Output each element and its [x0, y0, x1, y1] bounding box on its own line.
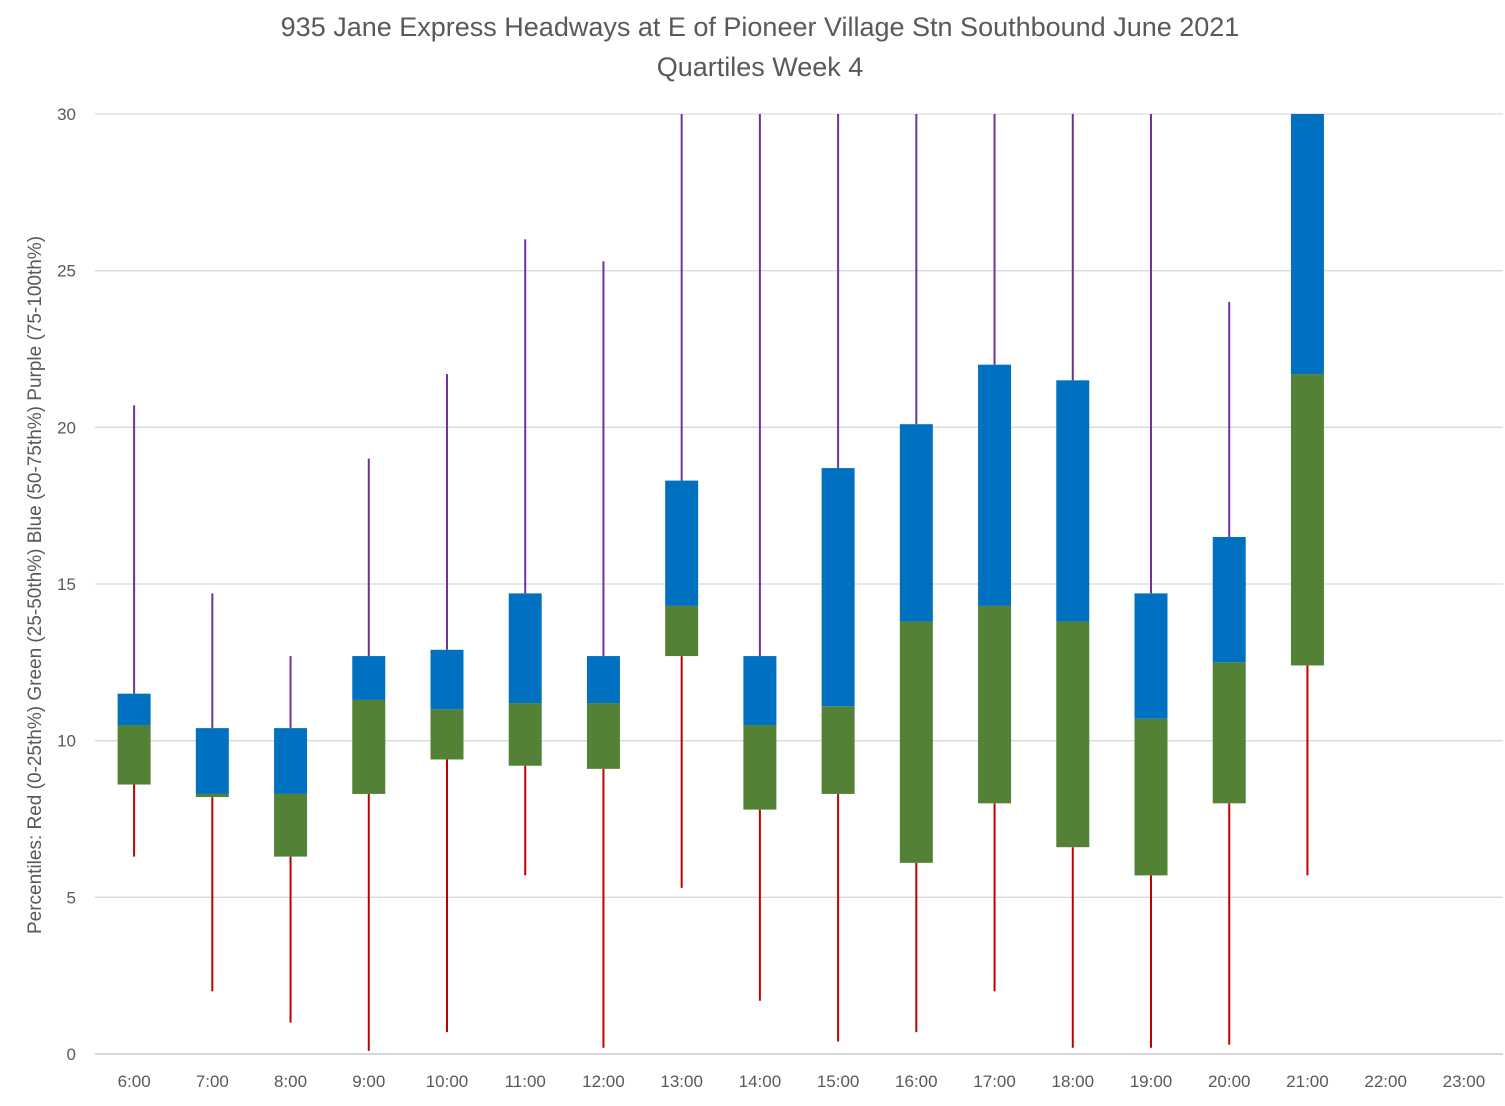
- upper-box: [978, 364, 1012, 606]
- upper-box: [195, 728, 229, 794]
- y-axis-ticks: 0 5 10 15 20 25 30: [57, 105, 76, 1064]
- lower-box: [1290, 374, 1324, 666]
- lower-box: [430, 709, 464, 760]
- lower-box: [508, 703, 542, 766]
- lower-box: [1134, 718, 1168, 876]
- lower-box: [586, 703, 620, 769]
- x-tick-label: 15:00: [817, 1072, 860, 1091]
- upper-box: [1056, 380, 1090, 622]
- x-tick-label: 12:00: [582, 1072, 625, 1091]
- upper-box: [1134, 593, 1168, 719]
- upper-box: [274, 728, 308, 794]
- upper-box: [899, 424, 933, 622]
- upper-box: [1212, 537, 1246, 663]
- box-marks: [117, 114, 1324, 1051]
- lower-box: [899, 621, 933, 863]
- lower-box: [1056, 621, 1090, 848]
- lower-box: [117, 725, 151, 785]
- lower-box: [743, 725, 777, 810]
- x-tick-label: 14:00: [739, 1072, 782, 1091]
- gridlines: [95, 113, 1503, 1055]
- x-tick-label: 8:00: [274, 1072, 307, 1091]
- upper-box: [586, 656, 620, 704]
- x-tick-label: 17:00: [973, 1072, 1016, 1091]
- y-tick-label: 25: [57, 262, 76, 281]
- x-tick-label: 22:00: [1364, 1072, 1407, 1091]
- x-tick-label: 19:00: [1130, 1072, 1173, 1091]
- y-tick-label: 10: [57, 732, 76, 751]
- x-tick-label: 16:00: [895, 1072, 938, 1091]
- lower-box: [274, 793, 308, 857]
- y-tick-label: 30: [57, 105, 76, 124]
- x-tick-label: 18:00: [1052, 1072, 1095, 1091]
- upper-box: [430, 649, 464, 710]
- x-tick-label: 7:00: [196, 1072, 229, 1091]
- y-tick-label: 5: [67, 888, 76, 907]
- x-tick-label: 20:00: [1208, 1072, 1251, 1091]
- x-tick-label: 23:00: [1443, 1072, 1486, 1091]
- upper-box: [508, 593, 542, 704]
- lower-box: [665, 605, 699, 657]
- upper-box: [665, 480, 699, 606]
- lower-box: [978, 605, 1012, 804]
- y-tick-label: 0: [67, 1045, 76, 1064]
- x-tick-label: 10:00: [426, 1072, 469, 1091]
- upper-box: [821, 468, 855, 707]
- x-tick-label: 21:00: [1286, 1072, 1329, 1091]
- lower-box: [352, 699, 386, 794]
- x-axis-ticks: 6:00 7:00 8:00 9:00 10:00 11:00 12:00 13:00 14:0…: [118, 1072, 1486, 1091]
- chart-subtitle: Quartiles Week 4: [656, 52, 864, 82]
- upper-box: [1290, 114, 1324, 375]
- y-tick-label: 15: [57, 575, 76, 594]
- y-tick-label: 20: [57, 418, 76, 437]
- lower-box: [821, 706, 855, 794]
- lower-box: [1212, 662, 1246, 804]
- upper-box: [117, 693, 151, 725]
- upper-box: [743, 656, 777, 725]
- x-tick-label: 11:00: [505, 1072, 546, 1091]
- lower-box: [195, 793, 229, 798]
- upper-box: [352, 656, 386, 700]
- x-tick-label: 13:00: [660, 1072, 703, 1091]
- x-tick-label: 9:00: [352, 1072, 385, 1091]
- chart-title: 935 Jane Express Headways at E of Pionee…: [280, 12, 1240, 42]
- x-tick-label: 6:00: [118, 1072, 151, 1091]
